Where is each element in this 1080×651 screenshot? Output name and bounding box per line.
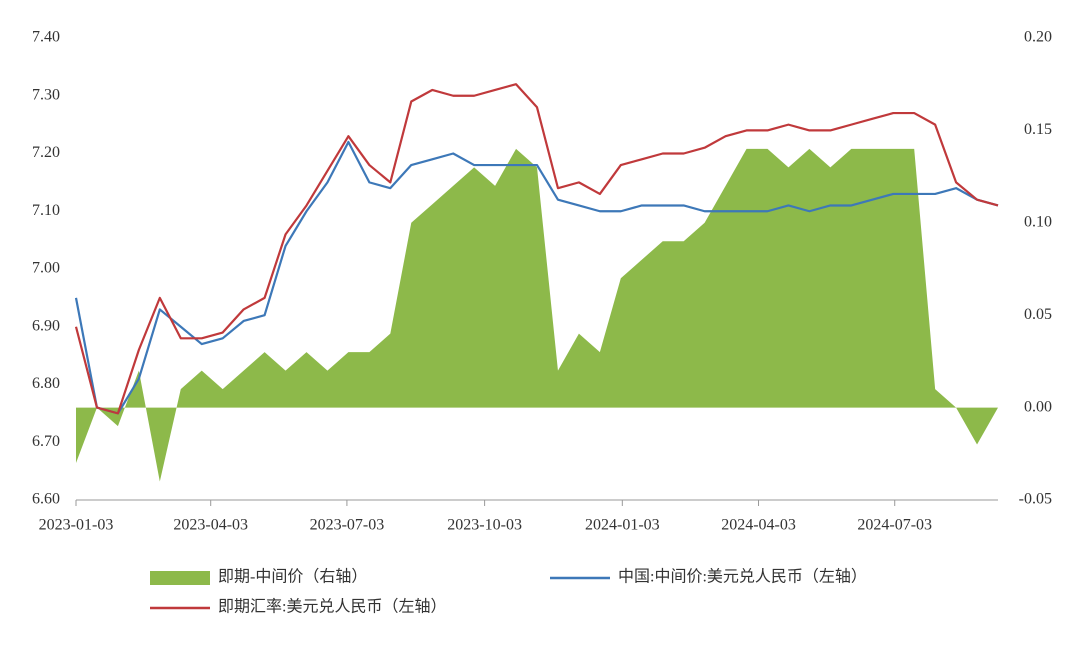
legend-swatch xyxy=(150,571,210,585)
x-tick-label: 2024-04-03 xyxy=(721,517,796,534)
y2-tick-label: 0.15 xyxy=(1024,121,1052,138)
y-tick-label: 6.80 xyxy=(32,375,60,392)
x-tick-label: 2023-01-03 xyxy=(39,517,114,534)
y-tick-label: 7.00 xyxy=(32,260,60,277)
y-tick-label: 7.30 xyxy=(32,86,60,103)
y-tick-label: 7.40 xyxy=(32,29,60,46)
line xyxy=(74,83,999,415)
y2-tick-label: 0.00 xyxy=(1024,398,1052,415)
y2-tick-label: 0.20 xyxy=(1024,29,1052,46)
y2-tick-label: 0.10 xyxy=(1024,213,1052,230)
x-tick-label: 2023-04-03 xyxy=(173,517,248,534)
y-tick-label: 6.60 xyxy=(32,491,60,508)
y-tick-label: 6.90 xyxy=(32,317,60,334)
line xyxy=(74,140,999,415)
y2-tick-label: 0.05 xyxy=(1024,306,1052,323)
x-tick-label: 2024-07-03 xyxy=(857,517,932,534)
legend-label: 中国:中间价:美元兑人民币（左轴） xyxy=(618,568,867,586)
y2-tick-label: -0.05 xyxy=(1019,491,1052,508)
y-tick-label: 7.10 xyxy=(32,202,60,219)
legend-label: 即期汇率:美元兑人民币（左轴） xyxy=(218,598,446,616)
legend-label: 即期-中间价（右轴） xyxy=(218,568,367,586)
y-tick-label: 7.20 xyxy=(32,144,60,161)
x-tick-label: 2024-01-03 xyxy=(585,517,660,534)
area xyxy=(76,148,998,482)
y-tick-label: 6.70 xyxy=(32,433,60,450)
x-tick-label: 2023-10-03 xyxy=(447,517,522,534)
x-tick-label: 2023-07-03 xyxy=(310,517,385,534)
